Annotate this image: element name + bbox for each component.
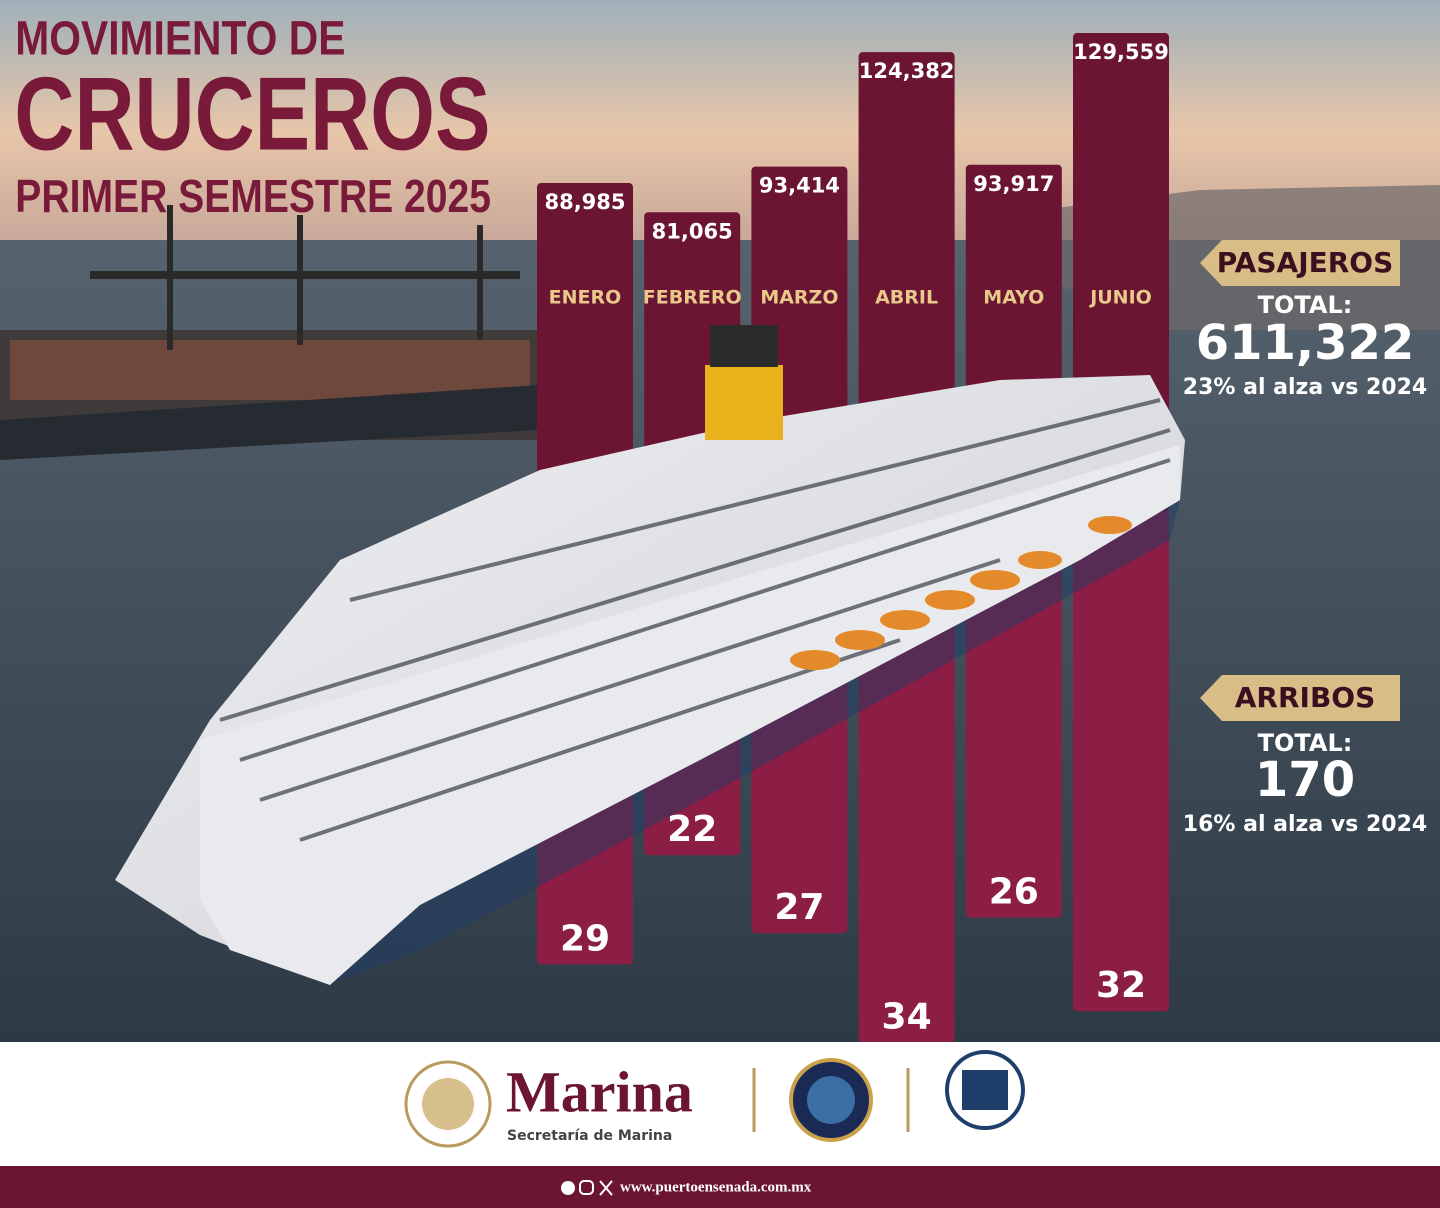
title-line: PRIMER SEMESTRE 2025: [15, 171, 491, 223]
value-label: 81,065: [652, 219, 733, 243]
cargo-port: [0, 205, 540, 460]
value-label: 32: [1096, 965, 1146, 1006]
footer: [0, 1042, 1440, 1166]
social-icons: [561, 1180, 613, 1196]
value-label: 129,559: [1073, 40, 1169, 64]
category-label: ABRIL: [875, 287, 938, 309]
total-label: TOTAL:: [1258, 291, 1353, 319]
total-change: 23% al alza vs 2024: [1183, 375, 1427, 400]
category-label: JUNIO: [1088, 287, 1152, 309]
total-change: 16% al alza vs 2024: [1183, 812, 1427, 837]
value-label: 124,382: [859, 59, 955, 83]
value-label: 26: [989, 872, 1039, 913]
arribos-panel: ARRIBOS TOTAL: 170 16% al alza vs 2024: [1183, 675, 1427, 837]
bar: [1073, 512, 1169, 1012]
brand: Marina: [506, 1059, 693, 1124]
bottom-bar: [0, 1166, 1440, 1208]
category-label: FEBRERO: [643, 287, 742, 309]
value-label: 93,414: [759, 174, 840, 198]
value-label: 27: [774, 887, 824, 928]
logos: Marina Secretaría de Marina: [404, 1050, 1025, 1148]
pasajeros-panel: PASAJEROS TOTAL: 611,322 23% al alza vs …: [1183, 240, 1427, 400]
title-line: MOVIMIENTO DE: [15, 13, 345, 66]
total-label: TOTAL:: [1258, 729, 1353, 757]
value-label: 93,917: [973, 172, 1054, 196]
title: MOVIMIENTO DE CRUCEROS PRIMER SEMESTRE 2…: [14, 13, 491, 223]
series-tag: [1200, 675, 1400, 721]
category-label: ENERO: [549, 287, 622, 309]
total-value: 611,322: [1196, 315, 1415, 371]
value-label: 29: [560, 918, 610, 959]
legend-label: PASAJEROS: [1217, 246, 1394, 279]
series-tag: [1200, 240, 1400, 286]
title-line: CRUCEROS: [14, 56, 490, 172]
website[interactable]: www.puertoensenada.com.mx: [620, 1179, 812, 1195]
value-label: 22: [667, 809, 717, 850]
category-label: MARZO: [760, 287, 838, 309]
value-label: 88,985: [544, 190, 625, 214]
legend-label: ARRIBOS: [1235, 681, 1376, 714]
category-label: MAYO: [983, 287, 1044, 309]
bar: [537, 183, 633, 512]
brand-sub: Secretaría de Marina: [507, 1128, 672, 1144]
cruise-ship: [115, 325, 1185, 985]
value-label: 34: [882, 996, 932, 1037]
total-value: 170: [1255, 752, 1355, 808]
